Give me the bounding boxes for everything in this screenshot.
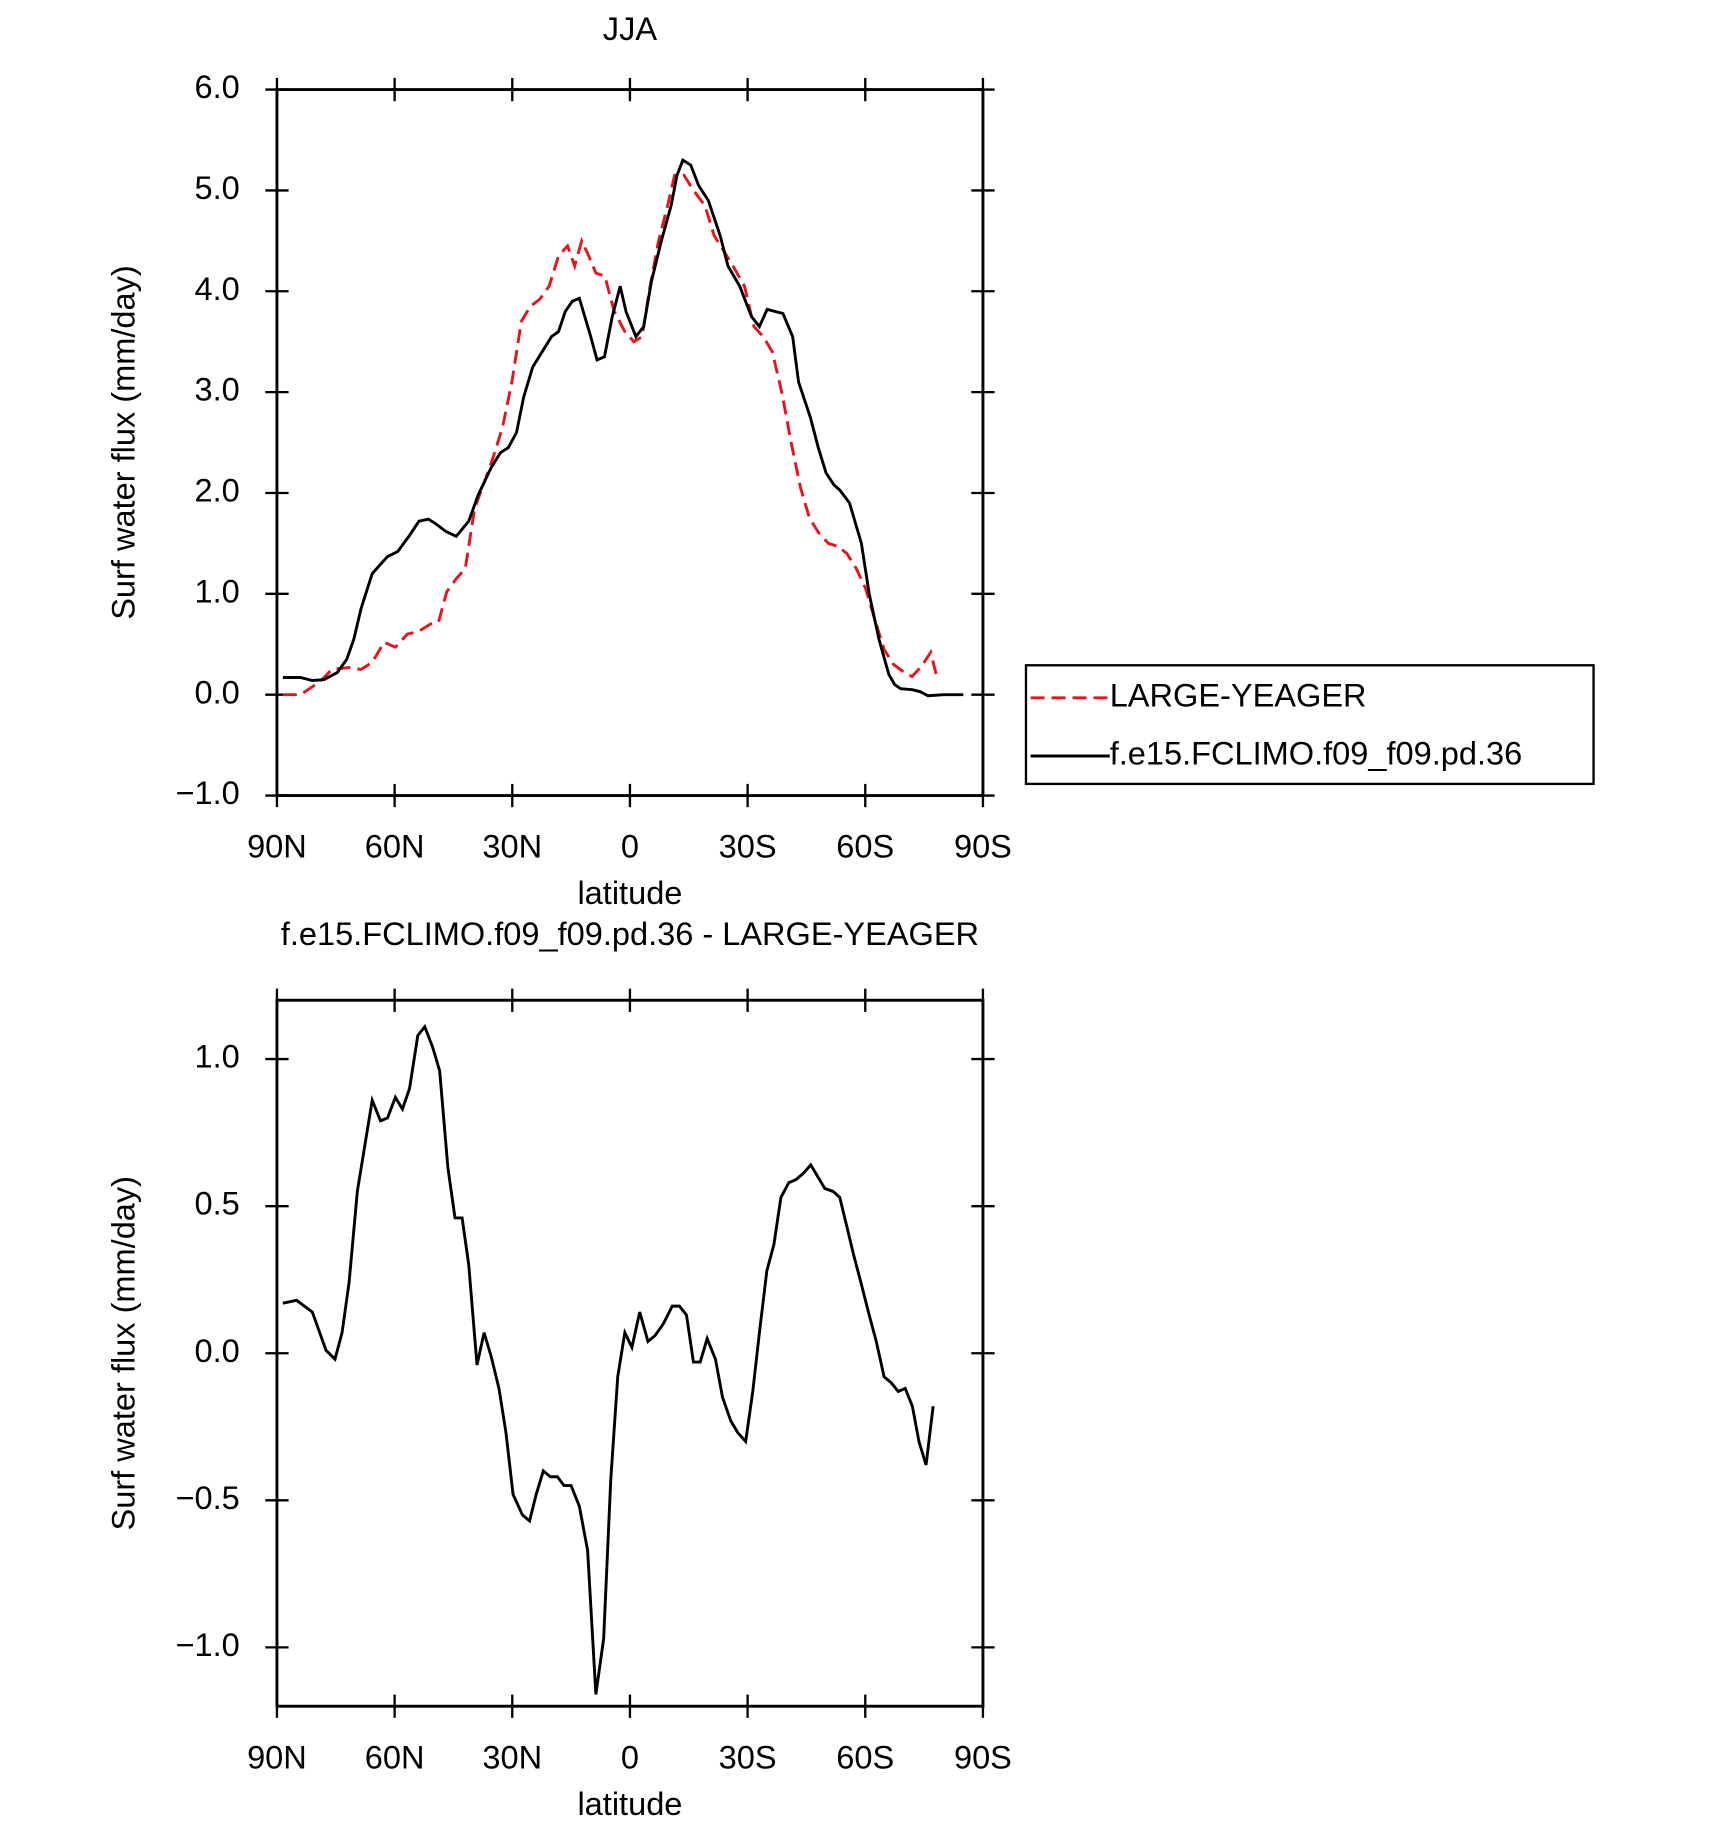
y-tick-label: 0.0 — [194, 674, 239, 710]
data-line — [282, 157, 964, 698]
data-line — [282, 1023, 935, 1695]
data-line — [282, 173, 939, 697]
y-tick-label: −0.5 — [175, 1480, 239, 1516]
plot-frame — [275, 88, 985, 797]
y-tick-label: 4.0 — [194, 271, 239, 307]
x-tick-label: 90S — [954, 829, 1012, 865]
legend-label: LARGE-YEAGER — [1110, 677, 1367, 713]
x-tick-label: 90N — [247, 829, 307, 865]
x-axis-label: latitude — [577, 1786, 682, 1822]
x-tick-label: 30N — [482, 829, 542, 865]
y-tick-label: −1.0 — [175, 1627, 239, 1663]
x-axis-label: latitude — [577, 875, 682, 911]
legend-label: f.e15.FCLIMO.f09_f09.pd.36 — [1110, 736, 1523, 772]
y-axis-label: Surf water flux (mm/day) — [105, 1176, 141, 1530]
y-tick-label: 2.0 — [194, 473, 239, 509]
legend-box — [1024, 664, 1595, 786]
x-tick-label: 60N — [365, 1739, 425, 1775]
y-tick-label: 6.0 — [194, 69, 239, 105]
x-tick-label: 60S — [836, 829, 894, 865]
y-axis-label: Surf water flux (mm/day) — [105, 265, 141, 619]
chart-title: f.e15.FCLIMO.f09_f09.pd.36 - LARGE-YEAGE… — [281, 916, 979, 952]
x-tick-label: 0 — [621, 829, 639, 865]
x-tick-label: 60N — [365, 829, 425, 865]
y-tick-label: 1.0 — [194, 573, 239, 609]
y-tick-label: 0.0 — [194, 1333, 239, 1369]
y-tick-label: 1.0 — [194, 1039, 239, 1075]
y-tick-label: 5.0 — [194, 170, 239, 206]
x-tick-label: 30S — [719, 1739, 777, 1775]
x-tick-label: 0 — [621, 1739, 639, 1775]
x-tick-label: 60S — [836, 1739, 894, 1775]
plot-frame — [275, 998, 985, 1708]
y-tick-label: 0.5 — [194, 1186, 239, 1222]
x-tick-label: 90N — [247, 1739, 307, 1775]
x-tick-label: 30N — [482, 1739, 542, 1775]
y-tick-label: −1.0 — [175, 775, 239, 811]
chart-title: JJA — [603, 11, 658, 47]
x-tick-label: 30S — [719, 829, 777, 865]
y-tick-label: 3.0 — [194, 372, 239, 408]
x-tick-label: 90S — [954, 1739, 1012, 1775]
